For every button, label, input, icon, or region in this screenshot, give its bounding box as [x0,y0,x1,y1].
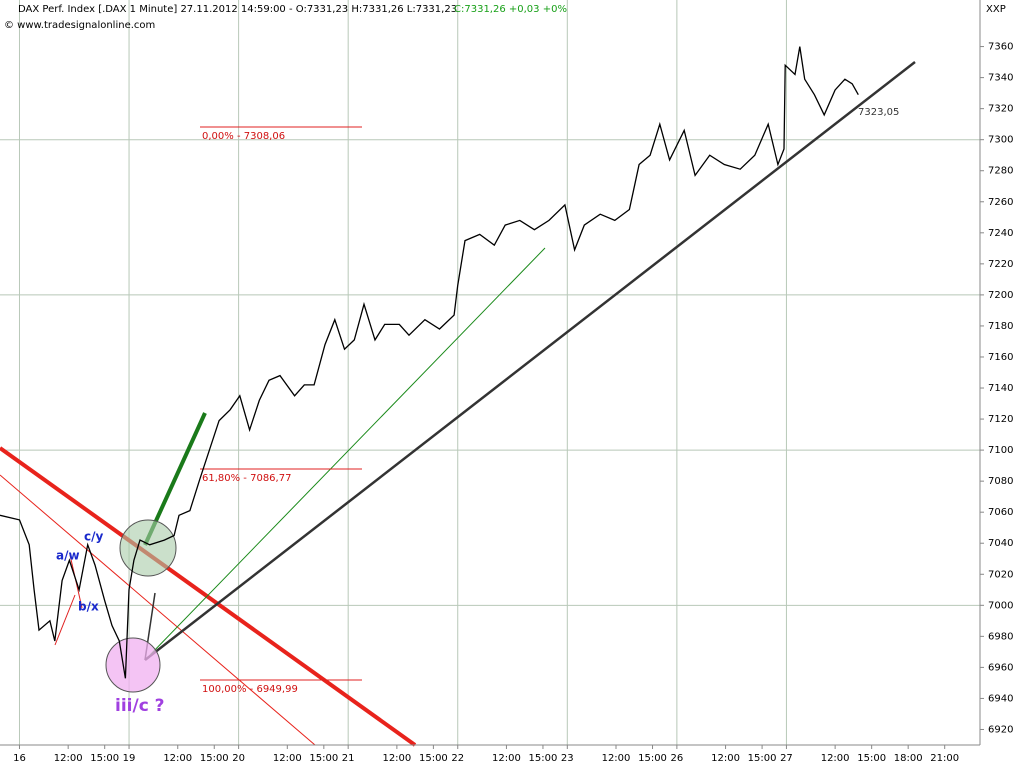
plot [0,46,859,679]
x-tick-label: 12:00 [711,753,740,764]
x-tick-label: 15:00 [90,753,119,764]
trend-line-green-thin [149,247,546,656]
source: © www.tradesignalonline.com [4,20,155,31]
wave-label: b/x [78,600,99,614]
x-tick-label: 12:00 [602,753,631,764]
wave-label: iii/c ? [115,696,165,716]
price-line [0,46,859,679]
y-tick-label: 7280 [988,166,1013,177]
marker-circle [105,637,161,693]
trend-line-red [0,446,417,747]
y-tick-label: 7300 [988,135,1013,146]
y-tick-label: 6940 [988,693,1013,704]
x-tick-label: 15:00 [857,753,886,764]
fib-label: 100,00% - 6949,99 [202,684,298,695]
x-tick-label: 20 [232,753,245,764]
y-tick-label: 6920 [988,724,1013,735]
y-tick-label: 6980 [988,631,1013,642]
x-tick-label: 12:00 [54,753,83,764]
grid [0,0,980,745]
wave-label: c/y [84,530,103,544]
y-axis-label: XXP [986,4,1006,15]
x-tick-label: 15:00 [419,753,448,764]
y-tick-label: 7240 [988,228,1013,239]
x-tick-label: 12:00 [821,753,850,764]
y-tick-label: 7120 [988,414,1013,425]
x-tick-label: 12:00 [163,753,192,764]
y-tick-label: 7160 [988,352,1013,363]
x-tick-label: 22 [451,753,464,764]
x-tick-label: 27 [780,753,793,764]
fib-label: 0,00% - 7308,06 [202,131,285,142]
y-tick-label: 7220 [988,259,1013,270]
x-tick-label: 15:00 [638,753,667,764]
y-tick-label: 7100 [988,445,1013,456]
x-tick-label: 19 [123,753,136,764]
y-tick-label: 7020 [988,569,1013,580]
wave-label: a/w [56,549,80,563]
marker-circle [119,519,177,577]
y-tick-label: 7140 [988,383,1013,394]
x-tick-label: 12:00 [492,753,521,764]
y-tick-label: 7180 [988,321,1013,332]
x-tick-label: 12:00 [273,753,302,764]
y-tick-label: 7000 [988,600,1013,611]
fib-label: 61,80% - 7086,77 [202,473,291,484]
chart-title: DAX Perf. Index [.DAX 1 Minute] 27.11.20… [18,4,457,15]
last-price: 7323,05 [858,107,899,118]
y-tick-label: 7260 [988,197,1013,208]
x-tick-label: 26 [671,753,684,764]
x-tick-label: 15:00 [529,753,558,764]
y-tick-label: 6960 [988,662,1013,673]
y-tick-label: 7060 [988,507,1013,518]
chart-subtitle: C:7331,26 +0,03 +0% [454,4,567,15]
x-tick-label: 21:00 [930,753,959,764]
x-tick-label: 15:00 [748,753,777,764]
x-tick-label: 15:00 [309,753,338,764]
y-tick-label: 7340 [988,73,1013,84]
x-tick-label: 21 [342,753,355,764]
x-tick-label: 16 [13,753,26,764]
y-tick-label: 7320 [988,104,1013,115]
x-tick-label: 23 [561,753,574,764]
y-tick-label: 7360 [988,42,1013,53]
x-tick-label: 18:00 [894,753,923,764]
trend-line-black [144,61,916,661]
trend-line-red-thin [0,474,316,746]
y-tick-label: 7200 [988,290,1013,301]
wave-line [54,594,76,646]
x-tick-label: 12:00 [382,753,411,764]
y-tick-label: 7040 [988,538,1013,549]
x-tick-label: 15:00 [200,753,229,764]
y-tick-label: 7080 [988,476,1013,487]
